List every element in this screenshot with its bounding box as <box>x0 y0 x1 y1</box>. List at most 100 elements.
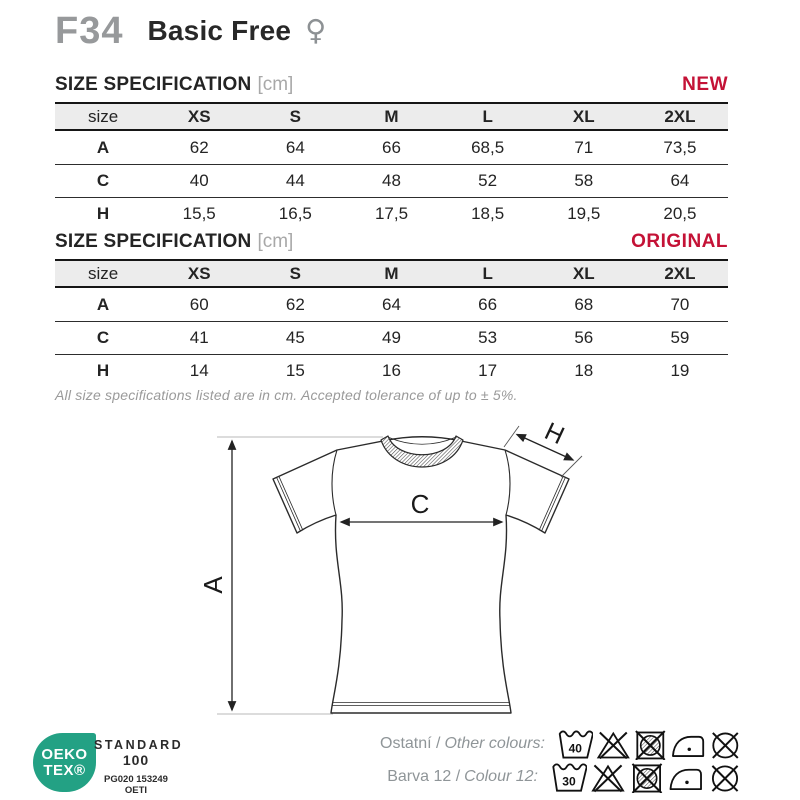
cell-value: 19,5 <box>567 204 601 223</box>
col-header-l: L <box>482 263 493 283</box>
oeko-text: OEKO <box>41 745 88 763</box>
tex-text: TEX® <box>43 761 86 779</box>
col-header-l: L <box>482 106 493 126</box>
col-header-xs: XS <box>187 263 211 283</box>
col-header-2xl: 2XL <box>664 106 696 126</box>
care-label-en: Other colours: <box>444 735 545 752</box>
col-header-m: M <box>384 106 399 126</box>
cell-value: 71 <box>574 137 594 157</box>
table-row: A 62 64 66 68,5 71 73,5 <box>55 131 728 164</box>
table-row: H 14 15 16 17 18 19 <box>55 354 728 387</box>
product-name: Basic Free <box>147 15 292 46</box>
dimension-a: A <box>198 439 237 712</box>
size-table-new: size XS S M L XL 2XL A 62 64 66 68,5 71 … <box>55 102 728 230</box>
tshirt-outline <box>272 436 570 714</box>
cell-value: 73,5 <box>663 137 697 157</box>
col-header-xl: XL <box>572 106 595 126</box>
cell-value: 40 <box>189 171 209 190</box>
standard-number: 100 <box>122 752 150 768</box>
standard-label: STANDARD <box>94 738 184 752</box>
cell-value: 66 <box>382 137 401 157</box>
cell-value: 20,5 <box>663 204 697 223</box>
care-row-colour-12: Barva 12 /Colour 12: 30 <box>380 760 743 794</box>
col-header-m: M <box>384 263 399 283</box>
dim-label-c: C <box>411 489 430 519</box>
section-title-text: SIZE SPECIFICATION [cm] <box>55 231 293 253</box>
cuff-stitching <box>276 476 566 706</box>
col-header-s: S <box>289 263 302 283</box>
care-label-en: Colour 12: <box>464 768 538 785</box>
do-not-dry-clean-icon <box>711 764 739 792</box>
institute-label: OETI <box>124 785 148 796</box>
dim-label-a: A <box>198 576 228 594</box>
wash-temp-icon: 40 <box>558 730 593 758</box>
cell-value: 48 <box>382 171 401 190</box>
care-label-cs: Barva 12 / <box>387 768 461 785</box>
cell-value: 66 <box>478 294 498 314</box>
cell-value: 56 <box>574 328 594 347</box>
table-row: H 15,5 16,5 17,5 18,5 19,5 20,5 <box>55 197 728 230</box>
table-header-row: size XS S M L XL 2XL <box>55 102 728 131</box>
table-row: A 60 62 64 66 68 70 <box>55 288 728 321</box>
do-not-tumble-dry-icon <box>631 762 663 793</box>
cell-value: 64 <box>670 171 690 190</box>
cell-value: 18 <box>574 361 594 380</box>
cell-value: 14 <box>189 361 209 380</box>
care-row-label: Ostatní / Other colours: <box>380 735 545 753</box>
cell-value: 17 <box>478 361 498 380</box>
cell-value: 18,5 <box>471 204 505 223</box>
badge-original: ORIGINAL <box>631 231 728 252</box>
cell-value: 49 <box>382 328 401 347</box>
badge-new: NEW <box>682 74 728 95</box>
dimension-c: C <box>339 489 504 527</box>
dim-label-h: H <box>540 417 568 450</box>
col-header-size: size <box>87 263 119 283</box>
table-row: C 40 44 48 52 58 64 <box>55 164 728 197</box>
row-label: A <box>96 294 110 314</box>
cell-value: 62 <box>285 294 305 314</box>
unit-label: [cm] <box>257 231 294 252</box>
size-table-original: size XS S M L XL 2XL A 60 62 64 66 68 70… <box>55 259 728 387</box>
col-header-xl: XL <box>572 263 595 283</box>
header: F34 Basic Free ♀ <box>55 10 326 52</box>
oeko-tex-logo: OEKO TEX® <box>33 733 96 792</box>
cell-value: 68,5 <box>471 137 505 157</box>
cell-value: 17,5 <box>374 204 409 223</box>
cell-value: 15,5 <box>182 204 216 223</box>
cell-value: 70 <box>670 294 690 314</box>
cell-value: 58 <box>574 171 594 190</box>
care-row-other-colours: Ostatní / Other colours: 40 <box>380 727 743 761</box>
cell-value: 64 <box>285 137 305 157</box>
license-number: PG020 153249 <box>104 774 168 785</box>
care-label-cs: Ostatní / <box>380 735 441 752</box>
row-label: A <box>96 137 110 157</box>
style-code: F34 <box>55 10 124 52</box>
section-title-original: SIZE SPECIFICATION [cm] ORIGINAL <box>55 231 728 253</box>
cell-value: 19 <box>670 361 690 380</box>
row-label: C <box>96 328 110 347</box>
cell-value: 16,5 <box>278 204 312 223</box>
wash-temp-value: 30 <box>562 774 576 788</box>
col-header-xs: XS <box>187 106 211 126</box>
cell-value: 68 <box>574 294 594 314</box>
table-header-row: size XS S M L XL 2XL <box>55 259 728 288</box>
wash-temp-icon: 30 <box>552 762 587 792</box>
row-label: H <box>96 361 110 380</box>
do-not-bleach-icon <box>596 731 630 759</box>
tolerance-footnote: All size specifications listed are in cm… <box>55 387 518 403</box>
do-not-bleach-icon <box>591 764 625 792</box>
table-row: C 41 45 49 53 56 59 <box>55 321 728 354</box>
collar <box>380 435 464 468</box>
cell-value: 44 <box>285 171 305 190</box>
cell-value: 45 <box>285 328 305 347</box>
title-label: SIZE SPECIFICATION <box>55 231 252 252</box>
cell-value: 16 <box>382 361 401 380</box>
do-not-tumble-dry-icon <box>635 729 666 760</box>
tshirt-diagram: A C H <box>198 417 583 715</box>
cell-value: 60 <box>189 294 209 314</box>
section-title-new: SIZE SPECIFICATION [cm] NEW <box>55 74 728 96</box>
cell-value: 64 <box>382 294 401 314</box>
do-not-dry-clean-icon <box>712 731 739 759</box>
female-symbol-icon: ♀ <box>305 13 327 47</box>
